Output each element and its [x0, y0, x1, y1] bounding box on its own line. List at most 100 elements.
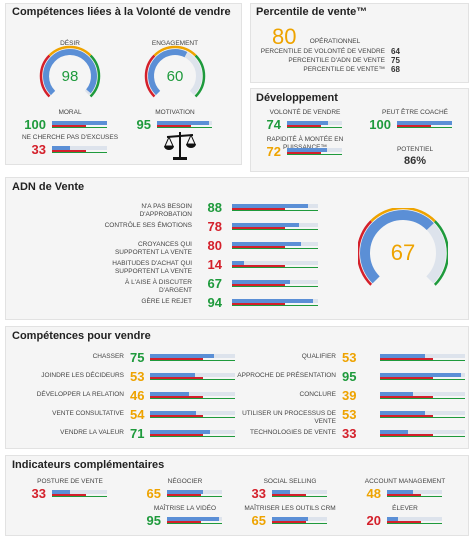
gauge-value — [360, 210, 434, 284]
bar-track — [272, 517, 327, 524]
row-label: JOINDRE LES DÉCIDEURS — [41, 372, 124, 379]
bar-ref — [52, 150, 87, 152]
bar-ref — [380, 378, 465, 380]
score: 74 — [266, 117, 281, 132]
score: 54 — [130, 407, 145, 422]
bar-fill — [232, 204, 308, 208]
bar-ref — [167, 522, 222, 524]
bar-ref — [52, 125, 87, 127]
gauge-track — [153, 45, 197, 57]
bar-ref — [380, 435, 465, 437]
gauge — [39, 45, 101, 98]
bar-ref — [397, 125, 432, 127]
scale-icon — [164, 132, 196, 160]
gauge — [358, 208, 448, 286]
row-label: À L'AISE À DISCUTER D'ARGENT — [125, 279, 192, 294]
bar-fill — [272, 490, 291, 494]
bar-fill — [232, 280, 290, 284]
bar-ref — [272, 495, 327, 497]
panel-title: Percentile de vente™ — [256, 6, 368, 18]
score: 33 — [251, 486, 266, 501]
bar-ref — [380, 415, 433, 417]
bar-ref — [150, 416, 235, 418]
score: 14 — [207, 257, 222, 272]
score: 33 — [31, 142, 46, 157]
bar-track — [397, 121, 452, 128]
bar-ref — [387, 495, 442, 497]
row-label: TECHNOLOGIES DE VENTE — [250, 429, 336, 436]
gauge-track — [370, 208, 436, 223]
bar-ref — [397, 126, 452, 128]
score: 48 — [366, 486, 381, 501]
bar-ref — [52, 495, 107, 497]
bar-track — [387, 517, 442, 524]
gauge — [144, 45, 206, 98]
gauge-score: 67 — [390, 240, 416, 265]
bar-fill — [232, 261, 245, 265]
bar-fill — [380, 411, 426, 415]
bar-track — [380, 373, 465, 380]
gauge-value — [43, 49, 97, 96]
bar-ref — [150, 434, 203, 436]
panel-title: ADN de Vente — [12, 181, 85, 193]
bar-ref — [387, 522, 442, 524]
gauge-track — [48, 45, 92, 57]
bar-track — [150, 430, 235, 437]
item-label: MAÎTRISE LA VIDÉO — [153, 505, 217, 512]
bar-fill — [380, 373, 461, 377]
bar-fill — [287, 148, 327, 152]
score: 67 — [207, 276, 222, 291]
bar-fill — [150, 392, 190, 396]
row-label: APPROCHE DE PRÉSENTATION — [237, 372, 336, 379]
bar-ref — [380, 377, 433, 379]
item-label: NE CHERCHE PAS D'EXCUSES — [21, 134, 119, 141]
row-label: CONTRÔLE SES ÉMOTIONS — [104, 222, 192, 229]
item-label: ÉLEVER — [392, 505, 418, 512]
bar-ref — [272, 521, 307, 523]
bar-ref — [232, 227, 286, 229]
bar-ref — [287, 153, 342, 155]
gauge-track — [89, 54, 101, 98]
score: 46 — [130, 388, 145, 403]
bar-fill — [232, 242, 301, 246]
bar-track — [232, 280, 318, 287]
gauge-label: ENGAGEMENT — [151, 40, 199, 47]
item-label: RAPIDITÉ À MONTÉE EN PUISSANCE™ — [266, 136, 344, 151]
score: 53 — [342, 407, 357, 422]
bar-fill — [287, 121, 328, 125]
bar-ref — [167, 494, 202, 496]
bar-track — [52, 146, 107, 153]
bar-track — [232, 299, 318, 306]
gauge-track — [144, 54, 156, 98]
row-label: CROYANCES QUI SUPPORTENT LA VENTE — [114, 241, 192, 256]
item-label: NÉGOCIER — [167, 478, 203, 485]
score-label: OPÉRATIONNEL — [309, 38, 361, 45]
item-label: PEUT ÊTRE COACHÉ — [382, 109, 448, 116]
row-label: PERCENTILE D'ADN DE VENTE — [288, 57, 385, 64]
bar-ref — [287, 152, 322, 154]
bar-ref — [380, 396, 433, 398]
bar-ref — [387, 521, 422, 523]
bar-fill — [52, 146, 71, 150]
score: 95 — [342, 369, 357, 384]
bar-track — [272, 490, 327, 497]
item-label: POSTURE DE VENTE — [37, 478, 103, 485]
gauge-value — [148, 49, 188, 96]
score: 100 — [369, 117, 391, 132]
score: 88 — [207, 200, 222, 215]
bar-track — [150, 354, 235, 361]
row-label: CONCLURE — [299, 391, 336, 398]
item-label: MORAL — [58, 109, 82, 116]
bar-ref — [287, 126, 342, 128]
gauge-track — [358, 220, 373, 286]
bar-track — [150, 392, 235, 399]
bar-track — [387, 490, 442, 497]
bar-ref — [150, 415, 203, 417]
bar-track — [287, 148, 342, 155]
bar-ref — [380, 358, 433, 360]
bar-track — [52, 121, 107, 128]
row-value: 75 — [391, 56, 400, 65]
score: 75 — [130, 350, 145, 365]
row-label: VENDRE LA VALEUR — [60, 429, 124, 436]
bar-ref — [232, 209, 318, 211]
